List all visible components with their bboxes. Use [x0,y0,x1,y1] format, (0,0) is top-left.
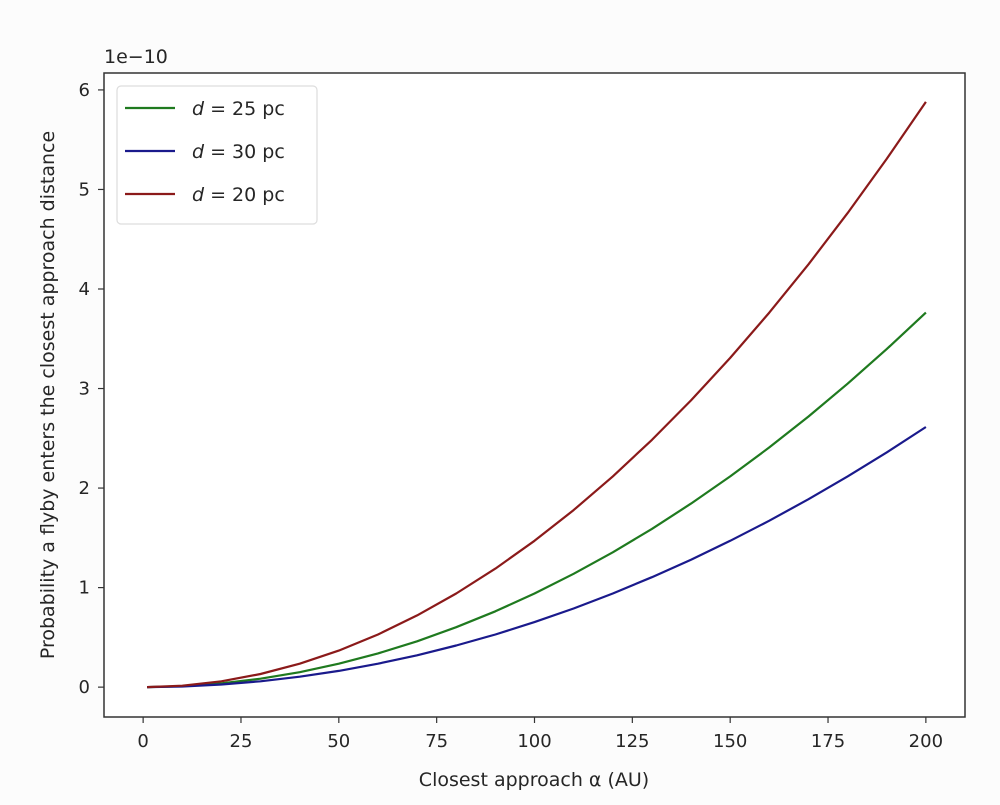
x-axis: 0 25 50 75 100 125 150 175 200 [137,717,943,752]
y-tick-label: 4 [79,279,90,300]
legend-label: d = 20 pc [192,184,285,206]
series-line-d25pc [147,311,927,689]
y-tick-label: 1 [79,578,90,599]
x-tick-label: 125 [615,731,649,752]
y-tick-label: 6 [79,80,90,101]
y-tick-label: 0 [79,677,90,698]
x-tick-label: 150 [713,731,747,752]
y-tick-label: 2 [79,478,90,499]
x-axis-label: Closest approach α (AU) [419,769,649,791]
y-axis: 0 1 2 3 4 5 6 [79,80,104,698]
y-offset-label: 1e−10 [104,46,168,68]
x-tick-label: 25 [230,731,253,752]
x-tick-label: 75 [425,731,448,752]
legend-label: d = 30 pc [192,141,285,163]
series-lines [147,101,927,689]
x-tick-label: 100 [517,731,551,752]
legend-label: d = 25 pc [192,98,285,120]
y-tick-label: 3 [79,379,90,400]
x-tick-label: 200 [909,731,943,752]
x-tick-label: 175 [811,731,845,752]
legend: d = 25 pc d = 30 pc d = 20 pc [116,85,318,225]
y-axis-label: Probability a flyby enters the closest a… [37,131,59,659]
x-tick-label: 0 [137,731,148,752]
series-line-d30pc [147,426,927,689]
legend-box [116,85,318,225]
y-tick-label: 5 [79,179,90,200]
series-line-d20pc [147,101,927,689]
x-tick-label: 50 [327,731,350,752]
